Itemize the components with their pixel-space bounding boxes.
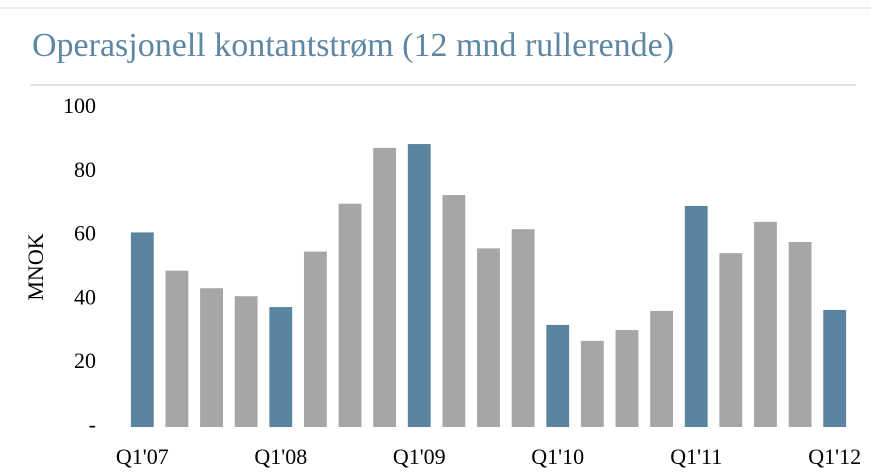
bar bbox=[477, 248, 500, 427]
bar bbox=[303, 251, 327, 427]
bar bbox=[823, 309, 847, 427]
bar bbox=[200, 288, 223, 427]
bar bbox=[130, 232, 154, 427]
y-tick-label: 100 bbox=[63, 93, 96, 118]
y-tick-label: 40 bbox=[74, 284, 96, 309]
y-tick-label: 60 bbox=[74, 221, 96, 246]
y-axis-label: MNOK bbox=[23, 233, 48, 300]
bar bbox=[580, 340, 604, 427]
bar bbox=[234, 296, 258, 427]
bar bbox=[165, 270, 189, 427]
x-tick-label: Q1'08 bbox=[254, 444, 307, 469]
bar bbox=[719, 253, 743, 427]
x-tick-label: Q1'09 bbox=[393, 444, 446, 469]
y-tick-label: 20 bbox=[74, 348, 96, 373]
bar bbox=[338, 203, 362, 427]
x-tick-label: Q1'11 bbox=[670, 444, 722, 469]
bar bbox=[754, 221, 777, 427]
y-tick-label: - bbox=[89, 412, 96, 437]
bar bbox=[269, 307, 293, 427]
bar bbox=[684, 205, 708, 427]
bar bbox=[442, 195, 466, 427]
bar bbox=[788, 241, 812, 427]
bar bbox=[546, 324, 570, 427]
bar bbox=[650, 310, 674, 427]
x-tick-label: Q1'10 bbox=[531, 444, 584, 469]
y-tick-label: 80 bbox=[74, 157, 96, 182]
bar bbox=[511, 229, 535, 427]
bar bbox=[615, 330, 639, 427]
x-tick-label: Q1'07 bbox=[116, 444, 169, 469]
bar bbox=[373, 147, 397, 427]
x-tick-label: Q1'12 bbox=[808, 444, 861, 469]
chart-title: Operasjonell kontantstrøm (12 mnd ruller… bbox=[32, 27, 674, 64]
bar bbox=[407, 144, 431, 427]
